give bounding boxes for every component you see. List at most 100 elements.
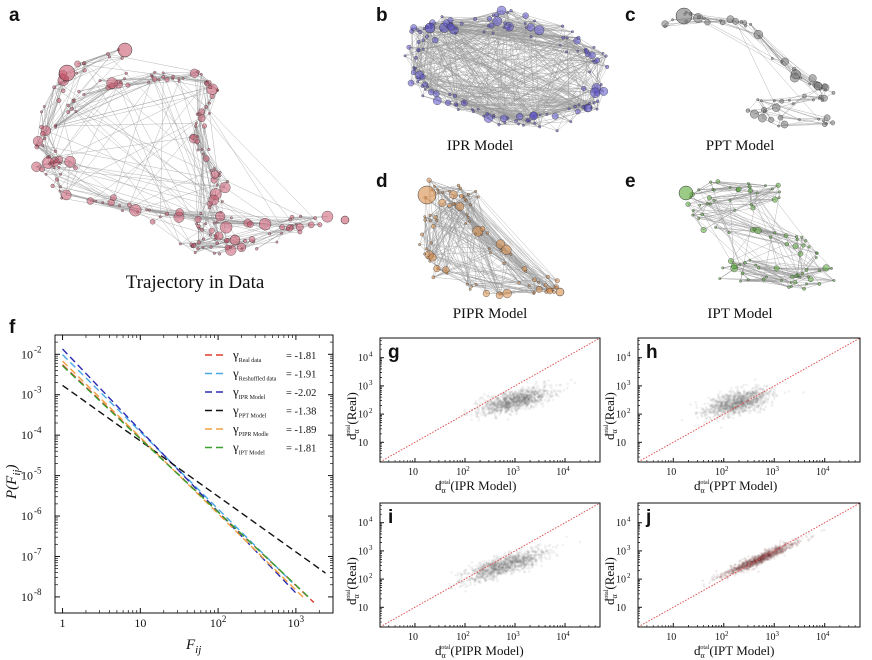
network-edge [241, 228, 288, 248]
scatter-point [521, 389, 524, 392]
scatter-point [722, 410, 726, 414]
scatter-point [726, 403, 729, 407]
scatter-point [523, 400, 526, 403]
scatter-point [503, 406, 506, 409]
scatter-point [501, 400, 505, 404]
network-edge [757, 99, 833, 124]
network-node [567, 107, 571, 111]
scatter-point [523, 398, 526, 401]
scatter-point [512, 398, 515, 401]
network-edge [709, 190, 751, 199]
network-node [506, 11, 509, 14]
network-node [482, 289, 490, 297]
scatter-point [542, 388, 545, 391]
network-edge [750, 24, 773, 59]
scatter-point [753, 386, 757, 390]
network-node [53, 124, 57, 128]
scatter-point [523, 399, 526, 402]
scatter-point [495, 399, 498, 402]
scatter-point [722, 407, 726, 410]
scatter-point [538, 394, 541, 398]
scatter-point [752, 403, 756, 407]
scatter-point [742, 397, 745, 400]
scatter-point [522, 397, 526, 400]
scatter-point [533, 392, 536, 396]
scatter-point [510, 404, 514, 407]
panel-letter-e: e [625, 171, 636, 192]
scatter-point [502, 401, 505, 404]
network-node [149, 219, 156, 225]
network-node [526, 23, 535, 32]
scatter-point [769, 389, 772, 393]
network-node [794, 274, 798, 278]
network-node [59, 172, 63, 176]
scatter-point [756, 405, 759, 409]
scatter-point [497, 401, 500, 405]
scatter-point [726, 404, 729, 408]
network-edge [100, 73, 127, 81]
scatter-point [519, 389, 522, 392]
scatter-point [738, 411, 741, 414]
scatter-point [520, 400, 524, 403]
scatter-point [514, 401, 517, 404]
network-edge [429, 196, 479, 262]
scatter-point [496, 397, 500, 401]
network-node [208, 227, 215, 234]
scatter-point [493, 408, 497, 412]
scatter-point [765, 391, 769, 395]
scatter-point [732, 395, 736, 398]
network-edge [476, 284, 500, 296]
scatter-point [726, 399, 730, 403]
scatter-point [488, 411, 491, 415]
network-edge [527, 66, 608, 121]
scatter-point [522, 396, 526, 400]
network-edge [749, 260, 792, 283]
scatter-point [736, 399, 740, 402]
scatter-point [503, 399, 506, 403]
scatter-point [504, 392, 508, 395]
scatter-point [533, 398, 537, 402]
network-edge [436, 220, 500, 296]
scatter-point [503, 398, 507, 401]
network-edge [194, 243, 215, 254]
scatter-point [531, 389, 535, 393]
scatter-point [731, 402, 734, 405]
scatter-point [490, 402, 494, 406]
network-plot-b [403, 5, 610, 133]
scatter-point [760, 397, 763, 400]
network-node [60, 196, 64, 200]
scatter-point [500, 400, 504, 403]
network-nodes [678, 179, 836, 291]
scatter-point [529, 405, 533, 408]
network-edge [473, 111, 534, 116]
scatter-point [500, 403, 503, 407]
network-node [575, 108, 581, 115]
scatter-point [504, 407, 508, 411]
scatter-point [476, 412, 480, 416]
scatter-point [500, 405, 504, 408]
scatter-point [507, 394, 511, 398]
network-edge [446, 223, 466, 274]
scatter-point [516, 399, 519, 403]
scatter-point [505, 402, 509, 406]
network-edge [692, 215, 704, 231]
network-node [467, 193, 470, 196]
network-node [802, 93, 807, 99]
scatter-point [709, 408, 712, 412]
scatter-point [511, 399, 515, 402]
network-node [691, 209, 695, 212]
network-node [543, 283, 548, 288]
scatter-point [475, 412, 478, 415]
scatter-point [743, 409, 747, 412]
x-tick-exponent: 4 [566, 465, 570, 473]
scatter-point [524, 392, 527, 395]
scatter-point [526, 398, 530, 402]
scatter-point [735, 403, 738, 406]
scatter-point [505, 397, 509, 400]
network-node [780, 60, 784, 64]
network-node [605, 64, 610, 69]
scatter-point [748, 400, 752, 403]
scatter-point [517, 407, 520, 411]
network-edge [428, 180, 450, 192]
scatter-point [742, 395, 746, 398]
